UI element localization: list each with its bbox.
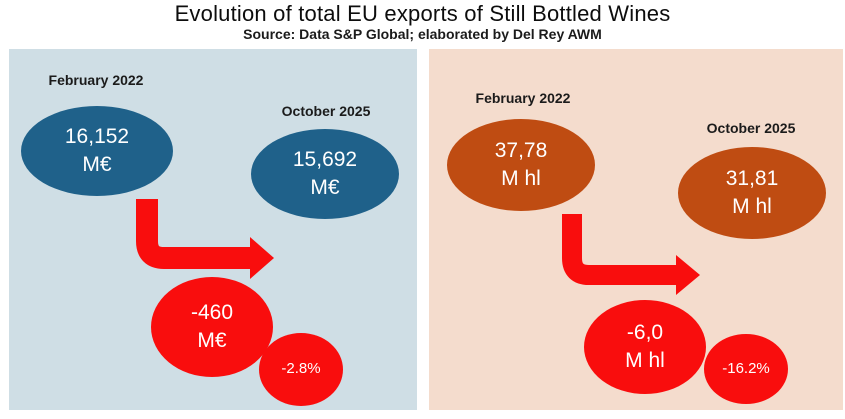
value-panel: February 2022 16,152 M€ October 2025 15,… [9,49,417,410]
value-end-date-label: October 2025 [281,103,371,119]
volume-change-pct-bubble: -16.2% [704,334,788,404]
volume-start-date-label: February 2022 [475,90,571,106]
volume-change-unit: M hl [625,349,665,372]
volume-change-pct: -16.2% [722,359,770,377]
value-end-bubble: 15,692 M€ [251,129,399,219]
value-start-amount: 16,152 [64,125,130,149]
volume-end-date-label: October 2025 [706,120,796,136]
volume-panel: February 2022 37,78 M hl October 2025 31… [429,49,843,410]
volume-end-bubble: 31,81 M hl [678,147,826,239]
value-change-bubble: -460 M€ [151,277,273,377]
volume-start-unit: M hl [501,167,541,190]
volume-end-amount: 31,81 [725,167,779,191]
value-start-bubble: 16,152 M€ [21,106,173,196]
chart-title: Evolution of total EU exports of Still B… [174,1,671,26]
value-end-unit: M€ [310,176,340,199]
value-end-amount: 15,692 [292,148,358,172]
volume-end-unit: M hl [732,195,772,218]
volume-change-amount: -6,0 [626,321,664,345]
value-start-unit: M€ [82,153,112,176]
value-change-pct: -2.8% [281,360,321,378]
volume-start-bubble: 37,78 M hl [447,119,595,211]
value-change-unit: M€ [197,329,227,352]
value-start-date-label: February 2022 [48,72,144,88]
value-change-pct-bubble: -2.8% [259,333,343,406]
chart-source: Source: Data S&P Global; elaborated by D… [243,26,602,42]
volume-change-bubble: -6,0 M hl [584,300,706,394]
value-change-amount: -460 [190,301,234,325]
volume-start-amount: 37,78 [494,139,548,163]
